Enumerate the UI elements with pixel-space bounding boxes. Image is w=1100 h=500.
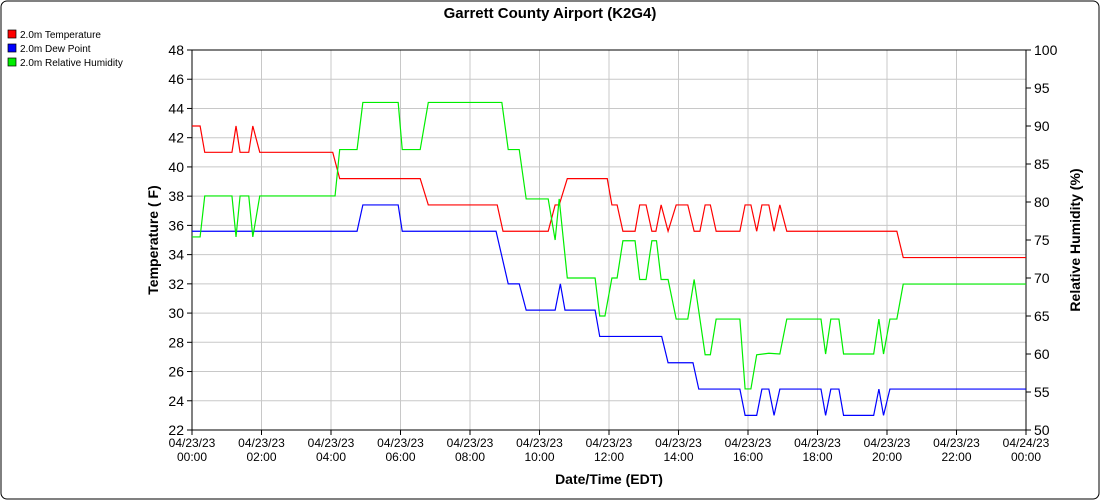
x-tick-label-line: 04/23/23: [308, 436, 355, 450]
y-tick-label: 26: [168, 364, 184, 380]
x-tick-label-line: 22:00: [941, 450, 971, 464]
y-tick-label: 48: [168, 42, 184, 58]
y-tick-label: 34: [168, 247, 184, 263]
y2-tick-label: 60: [1034, 346, 1050, 362]
x-tick-label-line: 04/23/23: [655, 436, 702, 450]
x-tick-label: 04/23/23 14:00: [655, 436, 702, 464]
y2-tick-label: 80: [1034, 194, 1050, 210]
x-tick-label-line: 16:00: [733, 450, 763, 464]
y-tick-label: 36: [168, 217, 184, 233]
y-tick-label: 40: [168, 159, 184, 175]
x-tick-label: 04/23/23 04:00: [308, 436, 355, 464]
x-tick-label-line: 04/23/23: [725, 436, 772, 450]
x-tick-label: 04/23/23 06:00: [377, 436, 424, 464]
legend-swatch: [7, 57, 17, 67]
x-tick-label-line: 04/23/23: [586, 436, 633, 450]
x-tick-label: 04/23/23 12:00: [586, 436, 633, 464]
x-tick-label: 04/24/23 00:00: [1003, 436, 1050, 464]
y2-tick-label: 55: [1034, 384, 1050, 400]
y-tick-label: 42: [168, 130, 184, 146]
x-tick-label-line: 04:00: [316, 450, 346, 464]
x-tick-label: 04/23/23 10:00: [516, 436, 563, 464]
y2-tick-label: 75: [1034, 232, 1050, 248]
y-axis-title: Temperature ( F): [145, 185, 161, 294]
x-axis-title: Date/Time (EDT): [555, 471, 663, 487]
x-tick-label-line: 18:00: [802, 450, 832, 464]
x-tick-label-line: 04/23/23: [447, 436, 494, 450]
x-tick-label-line: 14:00: [663, 450, 693, 464]
y2-tick-label: 90: [1034, 118, 1050, 134]
y-tick-label: 38: [168, 188, 184, 204]
x-tick-label: 04/23/23 20:00: [864, 436, 911, 464]
legend-label: 2.0m Relative Humidity: [20, 58, 123, 69]
x-tick-label-line: 00:00: [1011, 450, 1041, 464]
series-line: [192, 204, 1026, 416]
y2-axis-title: Relative Humidity (%): [1067, 168, 1083, 311]
y2-tick-label: 50: [1034, 422, 1050, 438]
x-tick-label-line: 20:00: [872, 450, 902, 464]
x-tick-label-line: 10:00: [524, 450, 554, 464]
y2-tick-label: 65: [1034, 308, 1050, 324]
series-line: [192, 101, 1026, 390]
x-tick-label-line: 12:00: [594, 450, 624, 464]
legend-label: 2.0m Dew Point: [20, 44, 91, 55]
x-tick-label-line: 02:00: [246, 450, 276, 464]
series-line: [192, 125, 1026, 259]
y-tick-label: 22: [168, 422, 184, 438]
x-tick-label-line: 06:00: [385, 450, 415, 464]
x-tick-label: 04/23/23 08:00: [447, 436, 494, 464]
x-tick-label-line: 04/23/23: [864, 436, 911, 450]
y2-tick-label: 85: [1034, 156, 1050, 172]
x-tick-label-line: 04/23/23: [794, 436, 841, 450]
x-tick-label: 04/23/23 16:00: [725, 436, 772, 464]
x-tick-label: 04/23/23 00:00: [169, 436, 216, 464]
y-tick-label: 44: [168, 100, 184, 116]
y-tick-label: 30: [168, 305, 184, 321]
y-tick-label: 32: [168, 276, 184, 292]
y2-tick-label: 95: [1034, 80, 1050, 96]
y2-tick-label: 70: [1034, 270, 1050, 286]
x-tick-label-line: 04/23/23: [238, 436, 285, 450]
y-tick-label: 28: [168, 334, 184, 350]
plot-border: [191, 49, 1027, 431]
x-tick-label-line: 08:00: [455, 450, 485, 464]
x-tick-label-line: 04/23/23: [516, 436, 563, 450]
x-tick-label-line: 04/23/23: [169, 436, 216, 450]
y-tick-label: 46: [168, 71, 184, 87]
x-tick-label-line: 00:00: [177, 450, 207, 464]
y-tick-label: 24: [168, 393, 184, 409]
chart-title: Garrett County Airport (K2G4): [444, 5, 657, 22]
legend-label: 2.0m Temperature: [20, 30, 101, 41]
x-tick-label: 04/23/23 22:00: [933, 436, 980, 464]
x-tick-label: 04/23/23 02:00: [238, 436, 285, 464]
x-tick-label-line: 04/24/23: [1003, 436, 1050, 450]
legend-swatch: [7, 29, 17, 39]
legend-swatch: [7, 43, 17, 53]
x-tick-label: 04/23/23 18:00: [794, 436, 841, 464]
y2-tick-label: 100: [1034, 42, 1058, 58]
x-tick-label-line: 04/23/23: [377, 436, 424, 450]
x-tick-label-line: 04/23/23: [933, 436, 980, 450]
